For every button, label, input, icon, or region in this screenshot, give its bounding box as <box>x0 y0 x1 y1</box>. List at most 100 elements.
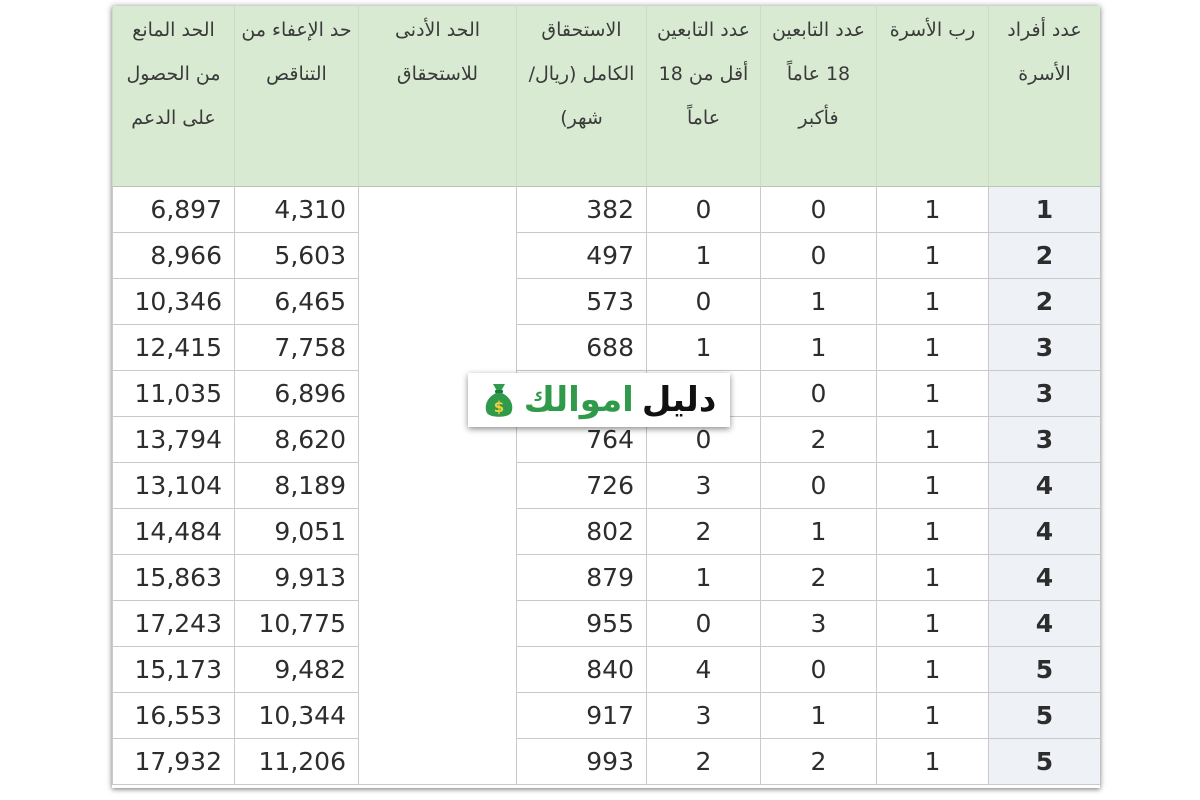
cell-head-of-family: 1 <box>876 692 989 739</box>
cell-exemption: 8,620 <box>234 416 359 463</box>
support-eligibility-table: الحد المانع من الحصول على الدعم حد الإعف… <box>112 6 1100 785</box>
cell-head-of-family: 1 <box>876 416 989 463</box>
cell-minimum <box>358 738 517 785</box>
cell-dependents-over-18: 0 <box>760 186 877 233</box>
cell-dependents-under-18: 0 <box>646 600 761 647</box>
cell-cutoff: 15,173 <box>112 646 235 693</box>
cell-dependents-over-18: 0 <box>760 462 877 509</box>
cell-head-of-family: 1 <box>876 508 989 555</box>
cell-exemption: 11,206 <box>234 738 359 785</box>
cell-exemption: 9,051 <box>234 508 359 555</box>
cell-exemption: 9,913 <box>234 554 359 601</box>
cell-family-members: 2 <box>988 232 1100 279</box>
cell-dependents-over-18: 0 <box>760 370 877 417</box>
cell-dependents-under-18: 2 <box>646 508 761 555</box>
cell-head-of-family: 1 <box>876 554 989 601</box>
cell-full-entitlement: 497 <box>516 232 647 279</box>
cell-dependents-over-18: 1 <box>760 324 877 371</box>
cell-dependents-over-18: 2 <box>760 554 877 601</box>
cell-minimum <box>358 462 517 509</box>
table-row: 12,415 7,758 688 1 1 1 3 <box>112 324 1100 371</box>
table-frame: الحد المانع من الحصول على الدعم حد الإعف… <box>112 6 1100 788</box>
header-cutoff: الحد المانع من الحصول على الدعم <box>112 6 235 187</box>
cell-dependents-over-18: 3 <box>760 600 877 647</box>
cell-family-members: 5 <box>988 692 1100 739</box>
cell-cutoff: 11,035 <box>112 370 235 417</box>
cell-full-entitlement: 573 <box>516 278 647 325</box>
table-row: 6,897 4,310 382 0 0 1 1 <box>112 186 1100 233</box>
cell-dependents-over-18: 1 <box>760 508 877 555</box>
cell-head-of-family: 1 <box>876 646 989 693</box>
cell-family-members: 4 <box>988 508 1100 555</box>
cell-full-entitlement: 688 <box>516 324 647 371</box>
cell-head-of-family: 1 <box>876 462 989 509</box>
cell-dependents-under-18: 1 <box>646 324 761 371</box>
header-exemption: حد الإعفاء من التناقص <box>234 6 359 187</box>
cell-dependents-over-18: 0 <box>760 646 877 693</box>
cell-family-members: 4 <box>988 554 1100 601</box>
cell-minimum <box>358 646 517 693</box>
cell-head-of-family: 1 <box>876 278 989 325</box>
cell-family-members: 1 <box>988 186 1100 233</box>
header-row: الحد المانع من الحصول على الدعم حد الإعف… <box>112 6 1100 187</box>
cell-family-members: 3 <box>988 370 1100 417</box>
cell-minimum <box>358 508 517 555</box>
table-body: 6,897 4,310 382 0 0 1 1 8,966 5,603 497 1 0 1 2 10,346… <box>112 186 1100 785</box>
cell-exemption: 7,758 <box>234 324 359 371</box>
cell-dependents-under-18: 3 <box>646 462 761 509</box>
cell-cutoff: 17,932 <box>112 738 235 785</box>
table-row: 13,104 8,189 726 3 0 1 4 <box>112 462 1100 509</box>
cell-head-of-family: 1 <box>876 600 989 647</box>
cell-family-members: 5 <box>988 738 1100 785</box>
cell-dependents-under-18: 0 <box>646 186 761 233</box>
header-family-members: عدد أفراد الأسرة <box>988 6 1100 187</box>
cell-dependents-under-18: 2 <box>646 738 761 785</box>
cell-dependents-over-18: 1 <box>760 278 877 325</box>
cell-full-entitlement: 917 <box>516 692 647 739</box>
cell-full-entitlement: 955 <box>516 600 647 647</box>
cell-minimum <box>358 324 517 371</box>
cell-cutoff: 16,553 <box>112 692 235 739</box>
cell-cutoff: 15,863 <box>112 554 235 601</box>
table-row: 14,484 9,051 802 2 1 1 4 <box>112 508 1100 555</box>
table-row: 10,346 6,465 573 0 1 1 2 <box>112 278 1100 325</box>
cell-dependents-over-18: 2 <box>760 738 877 785</box>
header-full-entitlement: الاستحقاق الكامل (ريال/شهر) <box>516 6 647 187</box>
cell-exemption: 10,344 <box>234 692 359 739</box>
cell-cutoff: 10,346 <box>112 278 235 325</box>
cell-dependents-under-18: 1 <box>646 554 761 601</box>
cell-minimum <box>358 186 517 233</box>
cell-exemption: 5,603 <box>234 232 359 279</box>
cell-dependents-over-18: 2 <box>760 416 877 463</box>
cell-cutoff: 12,415 <box>112 324 235 371</box>
cell-cutoff: 13,104 <box>112 462 235 509</box>
header-dependents-under-18: عدد التابعين أقل من 18 عاماً <box>646 6 761 187</box>
cell-family-members: 2 <box>988 278 1100 325</box>
header-head-of-family: رب الأسرة <box>876 6 989 187</box>
cell-minimum <box>358 232 517 279</box>
cell-cutoff: 14,484 <box>112 508 235 555</box>
cell-family-members: 4 <box>988 600 1100 647</box>
cell-cutoff: 13,794 <box>112 416 235 463</box>
header-minimum: الحد الأدنى للاستحقاق <box>358 6 517 187</box>
cell-head-of-family: 1 <box>876 370 989 417</box>
table-row: 15,863 9,913 879 1 2 1 4 <box>112 554 1100 601</box>
cell-head-of-family: 1 <box>876 738 989 785</box>
table-row: 16,553 10,344 917 3 1 1 5 <box>112 692 1100 739</box>
cell-family-members: 4 <box>988 462 1100 509</box>
table-row: 15,173 9,482 840 4 0 1 5 <box>112 646 1100 693</box>
header-dependents-over-18: عدد التابعين 18 عاماً فأكبر <box>760 6 877 187</box>
watermark-logo: دليل اموالك $ <box>468 373 730 427</box>
cell-head-of-family: 1 <box>876 324 989 371</box>
cell-full-entitlement: 993 <box>516 738 647 785</box>
cell-cutoff: 6,897 <box>112 186 235 233</box>
cell-dependents-under-18: 4 <box>646 646 761 693</box>
logo-text-amwalak: اموالك <box>523 380 634 420</box>
cell-minimum <box>358 600 517 647</box>
table-row: 17,932 11,206 993 2 2 1 5 <box>112 738 1100 785</box>
cell-exemption: 10,775 <box>234 600 359 647</box>
cell-minimum <box>358 554 517 601</box>
cell-full-entitlement: 840 <box>516 646 647 693</box>
table-row: 8,966 5,603 497 1 0 1 2 <box>112 232 1100 279</box>
cell-full-entitlement: 726 <box>516 462 647 509</box>
